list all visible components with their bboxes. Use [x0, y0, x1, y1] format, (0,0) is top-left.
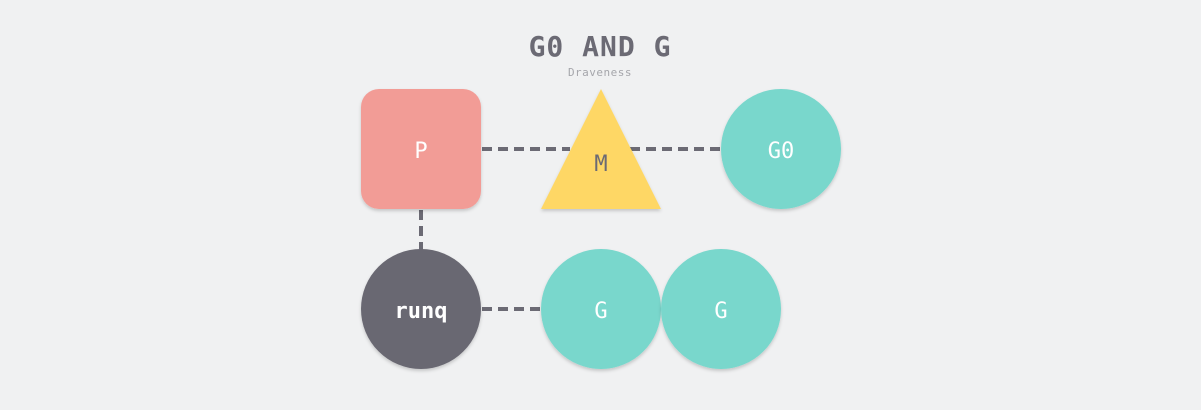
g-node-2: G: [661, 249, 781, 369]
diagram-title: G0 AND G: [529, 30, 672, 63]
p-node-label: P: [414, 139, 427, 164]
m-node-shape: [541, 89, 661, 209]
g0-node-shape: [721, 89, 841, 209]
runq-node-label: runq: [395, 299, 448, 324]
runq-node-shape: [361, 249, 481, 369]
g-node-1-shape: [541, 249, 661, 369]
g-node-2-shape: [661, 249, 781, 369]
g-node-2-label: G: [714, 299, 727, 324]
g0-node: G0: [721, 89, 841, 209]
author-label: Draveness: [568, 66, 632, 79]
g-node-1: G: [541, 249, 661, 369]
runq-node: runq: [361, 249, 481, 369]
m-node-label: M: [594, 152, 607, 177]
m-node: M: [541, 89, 661, 209]
p-node-shape: [361, 89, 481, 209]
g0-node-label: G0: [768, 139, 795, 164]
p-node: P: [361, 89, 481, 209]
g-node-1-label: G: [594, 299, 607, 324]
